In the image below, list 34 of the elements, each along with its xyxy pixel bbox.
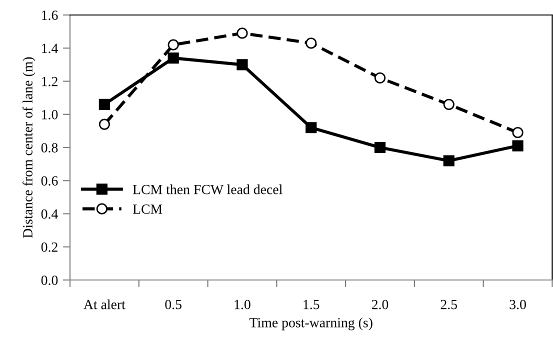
x-tick-label: At alert xyxy=(84,299,126,310)
y-tick-label: 1.2 xyxy=(42,76,58,86)
point xyxy=(512,127,524,138)
point xyxy=(512,140,524,152)
y-tick-label: 0.0 xyxy=(41,276,58,286)
point xyxy=(374,142,386,154)
point xyxy=(168,39,179,50)
point xyxy=(443,98,454,110)
x-tick-label: 2.0 xyxy=(372,300,388,310)
point xyxy=(236,28,248,39)
x-axis-title: Time post-warning (s) xyxy=(250,318,372,330)
legend-label: LCM then FCW lead decel xyxy=(132,184,282,194)
x-tick-label: 3.0 xyxy=(510,300,526,310)
y-tick-label: 0.2 xyxy=(41,242,58,252)
point xyxy=(374,72,386,84)
y-axis-title: Distance from center of lane (m) xyxy=(22,57,36,238)
y-tick-label: 1.4 xyxy=(42,44,58,54)
point xyxy=(443,155,454,166)
x-tick-label: 0.5 xyxy=(165,300,182,310)
point xyxy=(98,98,110,110)
point xyxy=(236,59,248,70)
x-tick-label: 1.0 xyxy=(234,300,250,310)
legend-label: LCM xyxy=(132,204,162,214)
x-tick-label: 1.5 xyxy=(304,300,320,310)
y-tick-label: 0.6 xyxy=(41,176,58,186)
y-tick-label: 0.8 xyxy=(41,143,58,153)
x-tick-label: 2.5 xyxy=(440,300,458,310)
y-tick-label: 1.6 xyxy=(42,10,58,20)
point xyxy=(306,122,317,134)
y-tick-label: 1.0 xyxy=(42,110,58,120)
y-tick-label: 0.4 xyxy=(41,209,58,219)
point xyxy=(168,52,179,64)
point xyxy=(98,118,110,130)
point xyxy=(306,38,317,49)
